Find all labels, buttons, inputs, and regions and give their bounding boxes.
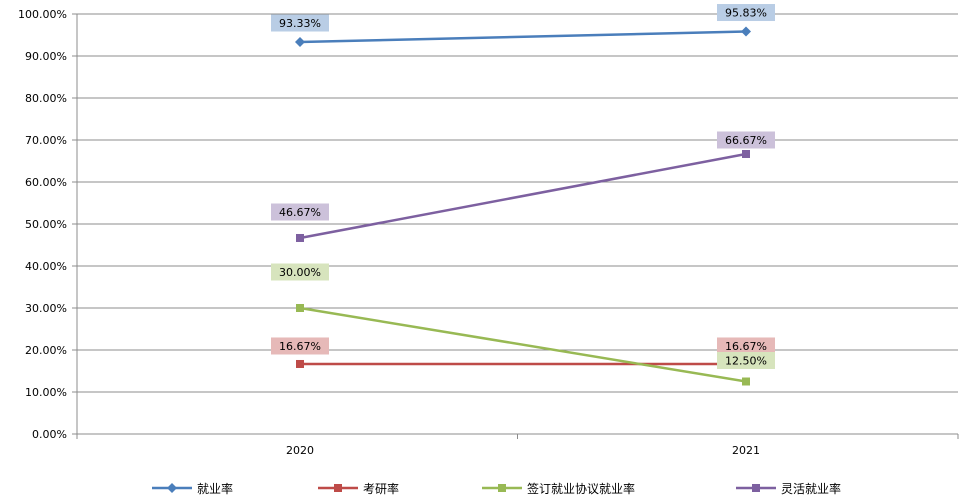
data-point: [742, 149, 750, 158]
data-point: [742, 377, 750, 386]
data-label-bg: [717, 131, 775, 149]
y-tick-label: 20.00%: [25, 344, 67, 357]
legend-item: 灵活就业率: [734, 478, 841, 498]
data-labels: 93.33% 95.83% 16.67% 16.67% 30.00% 12.50% 46.6…: [271, 4, 775, 369]
x-tick-label: 2021: [732, 444, 760, 457]
data-label: 30.00%: [271, 263, 329, 281]
y-tick-label: 30.00%: [25, 302, 67, 315]
legend-label: 签订就业协议就业率: [527, 481, 636, 496]
data-label-text: 30.00%: [279, 266, 321, 279]
legend-swatch-icon: [482, 484, 522, 492]
data-label-bg: [717, 337, 775, 355]
y-tick-label: 90.00%: [25, 50, 67, 63]
y-tick-label: 60.00%: [25, 176, 67, 189]
data-label-bg: [271, 14, 329, 32]
data-label-bg: [717, 352, 775, 369]
data-label: 95.83%: [717, 4, 775, 22]
legend-label: 就业率: [197, 481, 234, 496]
data-label: 12.50%: [717, 352, 775, 369]
y-tick-label: 70.00%: [25, 134, 67, 147]
data-label-bg: [271, 203, 329, 221]
data-label: 46.67%: [271, 203, 329, 221]
data-label-bg: [717, 4, 775, 22]
y-tick-label: 50.00%: [25, 218, 67, 231]
data-label-text: 16.67%: [725, 340, 767, 353]
data-point: [296, 233, 304, 242]
data-label-text: 12.50%: [725, 355, 767, 368]
data-label: 16.67%: [271, 337, 329, 355]
legend-swatch-icon: [152, 483, 192, 493]
data-label-text: 66.67%: [725, 134, 767, 147]
data-point: [296, 304, 304, 312]
y-tick-label: 40.00%: [25, 260, 67, 273]
data-label: 93.33%: [271, 14, 329, 32]
legend: 就业率 考研率 签订就业协议就业率 灵活就业率: [0, 478, 962, 498]
series-line: [299, 152, 747, 240]
data-label-bg: [271, 337, 329, 355]
y-tick-label: 100.00%: [18, 8, 67, 21]
y-tick-label: 80.00%: [25, 92, 67, 105]
data-label-text: 93.33%: [279, 17, 321, 30]
gridlines: [77, 13, 958, 393]
series-line: [299, 306, 747, 383]
legend-swatch-icon: [318, 484, 358, 492]
axes: [72, 13, 959, 439]
data-point: [296, 359, 304, 368]
legend-item: 签订就业协议就业率: [480, 478, 635, 498]
series-layer: [295, 26, 751, 386]
data-label: 16.67%: [717, 337, 775, 355]
data-point: [741, 26, 751, 37]
legend-item: 就业率: [150, 478, 233, 498]
legend-label: 考研率: [363, 481, 400, 496]
data-label: 66.67%: [717, 131, 775, 149]
data-point: [295, 37, 305, 48]
series-line: [299, 30, 747, 44]
legend-item: 考研率: [316, 478, 399, 498]
data-label-text: 46.67%: [279, 206, 321, 219]
data-label-bg: [271, 263, 329, 281]
legend-swatch-icon: [736, 484, 776, 492]
legend-label: 灵活就业率: [781, 481, 842, 496]
data-label-text: 95.83%: [725, 7, 767, 20]
tick-labels: 0.00% 10.00% 20.00% 30.00% 40.00% 50.00% 60.00…: [18, 8, 760, 457]
data-label-text: 16.67%: [279, 340, 321, 353]
y-tick-label: 0.00%: [32, 428, 67, 441]
y-tick-label: 10.00%: [25, 386, 67, 399]
x-tick-label: 2020: [286, 444, 314, 457]
